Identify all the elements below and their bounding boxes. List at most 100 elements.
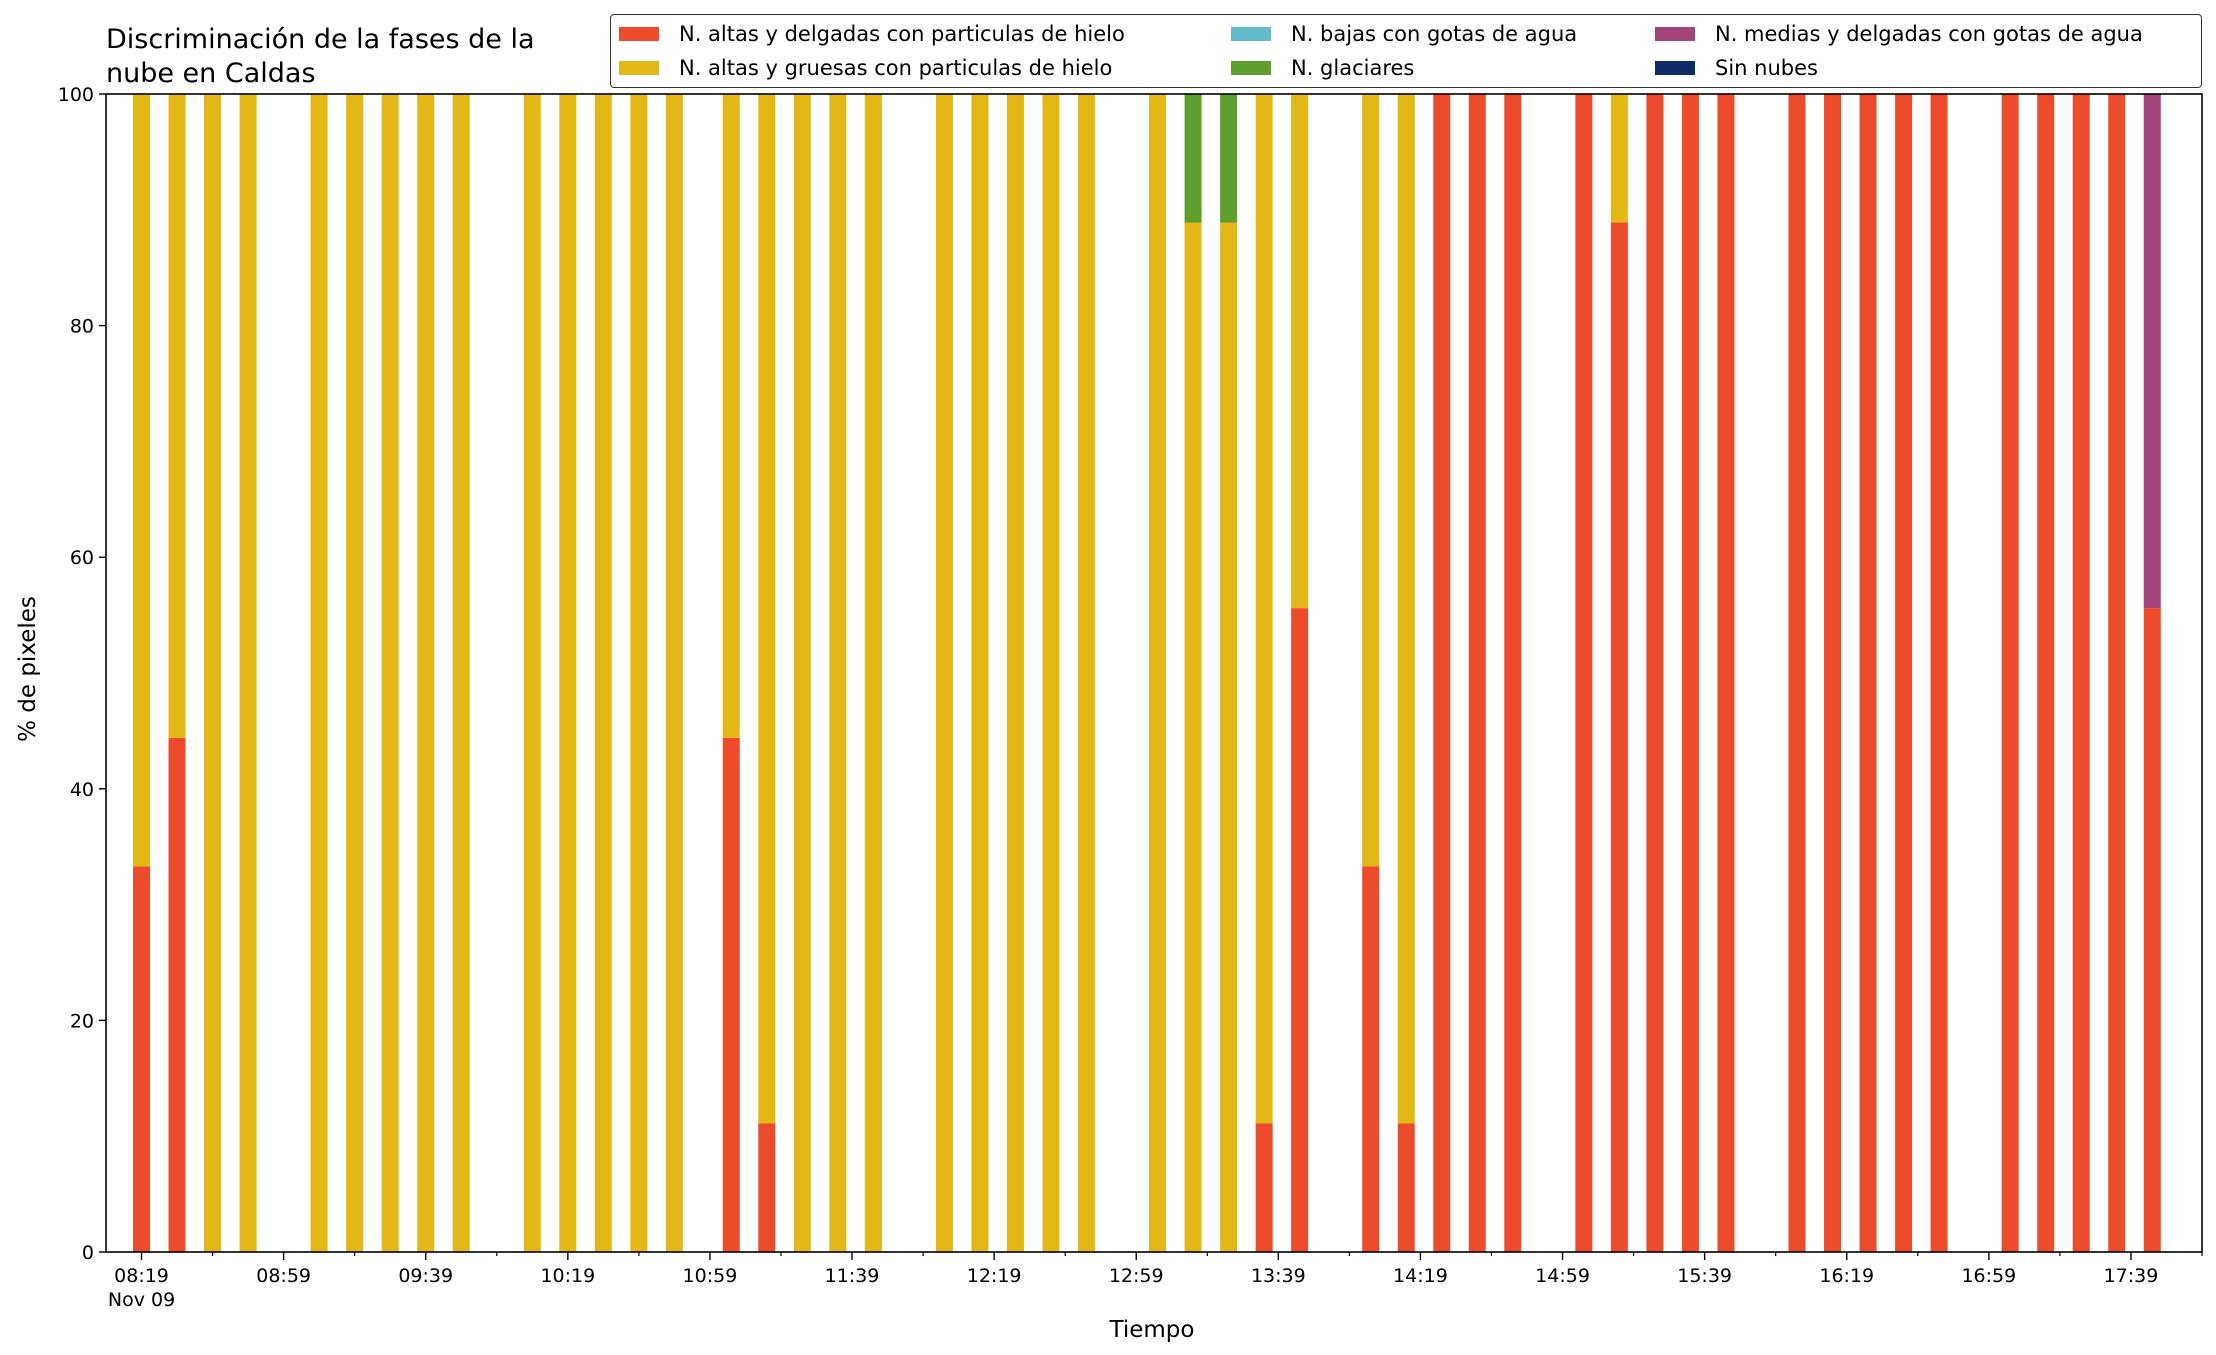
bar-segment [452,94,470,1252]
bar-segment [2037,94,2055,1252]
bar-segment [523,94,541,1252]
x-tick-label: 12:59 [1109,1265,1164,1287]
bar-segment [1610,222,1628,1252]
bar-segment [2001,94,2019,1252]
bar-segment [1291,94,1309,609]
x-tick-sublabel: Nov 09 [108,1289,175,1311]
bar-segment [1504,94,1522,1252]
y-tick-label: 100 [58,84,94,106]
bar-segment [1859,94,1877,1252]
y-tick-label: 0 [82,1242,94,1264]
bar-segment [1575,94,1593,1252]
legend-label: N. glaciares [1291,56,1415,80]
bar-segment [1788,94,1806,1252]
legend-entry-bajas-gotas: N. bajas con gotas de agua [1231,20,1577,48]
legend-label: N. altas y delgadas con particulas de hi… [679,22,1125,46]
x-tick-label: 14:59 [1535,1265,1590,1287]
bar-segment [1362,866,1380,1252]
bar-segment [758,1123,776,1252]
chart-title-line-2: nube en Caldas [106,58,316,89]
bar-segment [630,94,648,1252]
legend-label: N. bajas con gotas de agua [1291,22,1578,46]
x-tick-label: 15:39 [1677,1265,1732,1287]
x-tick-label: 12:19 [967,1265,1022,1287]
legend-label: N. medias y delgadas con gotas de agua [1715,22,2143,46]
chart-title-line-1: Discriminación de la fases de la [106,24,535,55]
legend-swatch [1655,27,1695,41]
x-tick-label: 16:19 [1819,1265,1874,1287]
bar-segment [935,94,953,1252]
y-tick-label: 60 [70,547,94,569]
bar-segment [1006,94,1024,1252]
x-tick-label: 13:39 [1251,1265,1306,1287]
plot-frame [105,93,2203,1253]
x-tick-label: 10:59 [683,1265,738,1287]
x-tick-label: 08:59 [256,1265,311,1287]
legend-label: Sin nubes [1715,56,1818,80]
bar-segment [1646,94,1664,1252]
bar-segment [864,94,882,1252]
bar-segment [1184,222,1202,1252]
legend-swatch [1231,27,1271,41]
legend-entry-altas-delgadas: N. altas y delgadas con particulas de hi… [619,20,1125,48]
legend-entry-sin-nubes: Sin nubes [1655,54,1818,82]
bar-segment [722,737,740,1252]
legend-swatch [1655,61,1695,75]
bar-segment [1078,94,1095,1252]
legend-entry-medias-delgadas: N. medias y delgadas con gotas de agua [1655,20,2143,48]
bar-segment [1610,94,1628,223]
bar-segment [1362,94,1380,867]
bar-segment [381,94,399,1252]
bar-segment [1397,1123,1415,1252]
bar-segment [1468,94,1486,1252]
y-axis-label: % de pixeles [15,596,41,742]
bar-segment [1681,94,1699,1252]
bar-segment [722,94,740,738]
y-tick-label: 80 [70,316,94,338]
bar-segment [971,94,989,1252]
bar-segment [1255,1123,1273,1252]
bar-segment [793,94,811,1252]
bar-segment [559,94,577,1252]
bar-segment [2108,94,2126,1252]
bar-segment [829,94,847,1252]
legend-swatch [1231,61,1271,75]
bar-segment [1149,94,1167,1252]
x-axis-label: Tiempo [1109,1317,1195,1343]
bar-segment [1895,94,1913,1252]
x-tick-label: 11:39 [825,1265,880,1287]
legend-entry-glaciares: N. glaciares [1231,54,1414,82]
legend-swatch [619,61,659,75]
bar-segment [665,94,683,1252]
bar-segment [1717,94,1735,1252]
bars-layer [133,94,2161,1252]
legend-entry-altas-gruesas: N. altas y gruesas con particulas de hie… [619,54,1112,82]
bar-segment [310,94,328,1252]
bar-segment [168,737,186,1252]
chart-legend: N. altas y delgadas con particulas de hi… [610,14,2202,88]
legend-swatch [619,27,659,41]
x-tick-label: 16:59 [1961,1265,2016,1287]
bar-segment [1184,94,1202,223]
x-tick-label: 14:19 [1393,1265,1448,1287]
y-tick-label: 40 [70,779,94,801]
bar-segment [239,94,257,1252]
bar-segment [1291,608,1309,1252]
bar-segment [204,94,222,1252]
x-tick-label: 17:39 [2104,1265,2159,1287]
bar-segment [1220,222,1238,1252]
bar-segment [1824,94,1842,1252]
bar-segment [1930,94,1948,1252]
bar-segment [2072,94,2090,1252]
bar-segment [594,94,612,1252]
bar-segment [133,866,151,1252]
bar-segment [1433,94,1451,1252]
bar-segment [758,94,776,1124]
x-tick-label: 08:19 [114,1265,169,1287]
x-tick-label: 09:39 [398,1265,453,1287]
bar-segment [168,94,186,738]
bar-segment [133,94,151,867]
x-tick-label: 10:19 [540,1265,595,1287]
